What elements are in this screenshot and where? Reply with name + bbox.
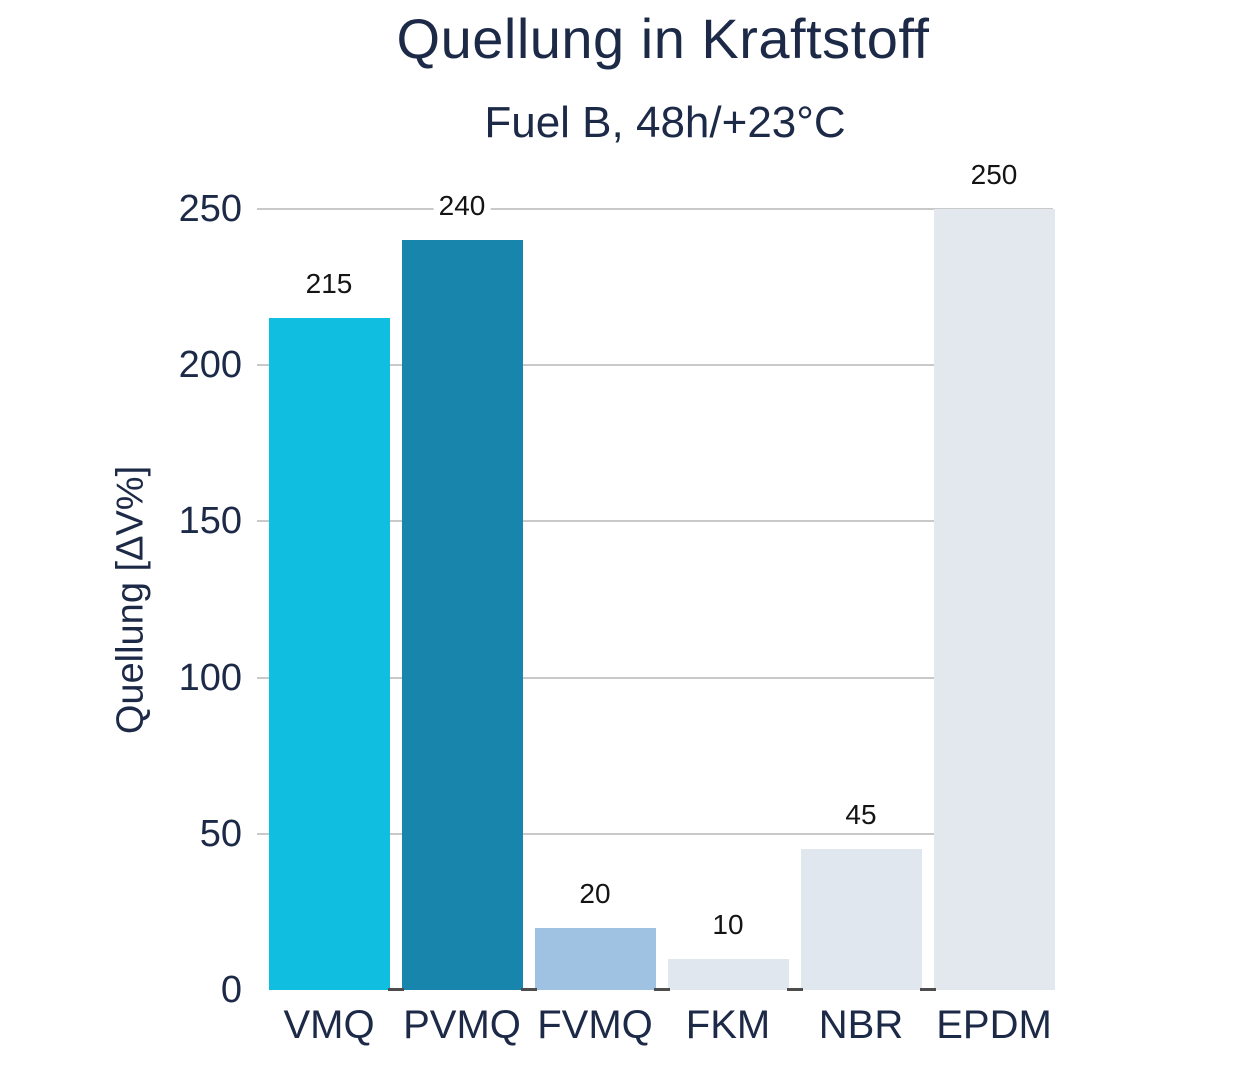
gridline-100	[257, 676, 1053, 679]
y-tick-label-0: 0	[220, 969, 242, 1011]
x-axis-tick-2	[653, 988, 670, 991]
x-axis-tick-4	[919, 988, 936, 991]
y-tick-label-250: 250	[178, 188, 242, 230]
value-label-fkm: 10	[707, 910, 749, 939]
gridline-50	[257, 832, 1053, 835]
value-label-epdm: 250	[965, 161, 1023, 189]
value-label-fvmq: 20	[574, 879, 616, 908]
y-tick-label-200: 200	[178, 344, 242, 387]
y-tick-label-150: 150	[178, 500, 242, 543]
value-label-vmq: 215	[300, 270, 358, 299]
x-axis-tick-1	[520, 988, 537, 991]
gridline-150	[257, 520, 1053, 523]
x-tick-label-epdm: EPDM	[936, 1003, 1052, 1047]
y-tick-label-100: 100	[178, 656, 242, 699]
bar-vmq	[268, 318, 390, 990]
value-label-nbr: 45	[840, 801, 882, 830]
bar-fvmq	[534, 927, 656, 990]
x-tick-label-pvmq: PVMQ	[403, 1003, 521, 1047]
y-tick-label-50: 50	[199, 812, 242, 855]
bar-nbr	[800, 849, 922, 990]
gridline-200	[257, 364, 1053, 367]
x-axis-tick-0	[387, 988, 404, 991]
x-tick-label-vmq: VMQ	[283, 1003, 375, 1047]
bar-epdm	[933, 209, 1055, 990]
x-axis-tick-3	[786, 988, 803, 991]
bar-pvmq	[401, 240, 523, 990]
x-tick-label-fvmq: FVMQ	[537, 1003, 653, 1047]
value-label-pvmq: 240	[433, 192, 491, 221]
chart-subtitle: Fuel B, 48h/+23°C	[484, 98, 846, 147]
chart-title: Quellung in Kraftstoff	[396, 7, 930, 70]
x-tick-label-fkm: FKM	[685, 1003, 771, 1047]
gridline-250	[257, 208, 1053, 210]
x-tick-label-nbr: NBR	[818, 1003, 904, 1047]
bar-fkm	[667, 958, 789, 990]
